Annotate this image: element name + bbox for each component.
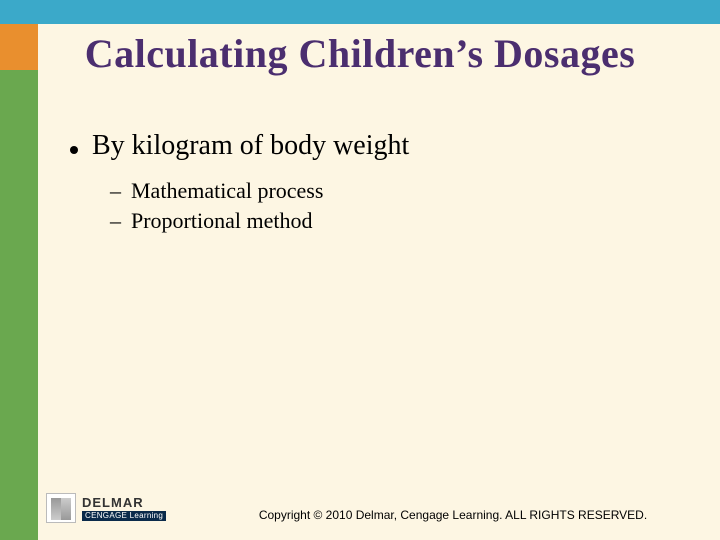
bullet-l2-text-1: Proportional method — [131, 206, 312, 236]
slide-content: By kilogram of body weight – Mathematica… — [70, 130, 680, 235]
slide-title: Calculating Children’s Dosages — [0, 30, 720, 77]
left-accent-stripe — [0, 0, 38, 540]
dash-icon: – — [110, 206, 121, 236]
logo-text-block: DELMAR CENGAGE Learning — [82, 496, 166, 521]
bullet-level-1: By kilogram of body weight — [70, 130, 680, 162]
slide-root: Calculating Children’s Dosages By kilogr… — [0, 0, 720, 540]
bullet-l2-text-0: Mathematical process — [131, 176, 323, 206]
logo-sub-text: CENGAGE Learning — [82, 511, 166, 521]
bullet-level-2: – Proportional method — [110, 206, 680, 236]
bullet-l1-text: By kilogram of body weight — [92, 130, 409, 162]
stripe-seg-2 — [0, 70, 38, 540]
bullet-dot-icon — [70, 146, 78, 154]
copyright-text: Copyright © 2010 Delmar, Cengage Learnin… — [196, 508, 710, 526]
slide-footer: DELMAR CENGAGE Learning Copyright © 2010… — [38, 490, 710, 526]
logo-primary-text: DELMAR — [82, 496, 166, 509]
publisher-logo: DELMAR CENGAGE Learning — [46, 490, 196, 526]
bullet-level-2: – Mathematical process — [110, 176, 680, 206]
stripe-seg-0 — [0, 0, 38, 24]
dash-icon: – — [110, 176, 121, 206]
top-accent-bar — [0, 0, 720, 24]
logo-mark-icon — [46, 493, 76, 523]
